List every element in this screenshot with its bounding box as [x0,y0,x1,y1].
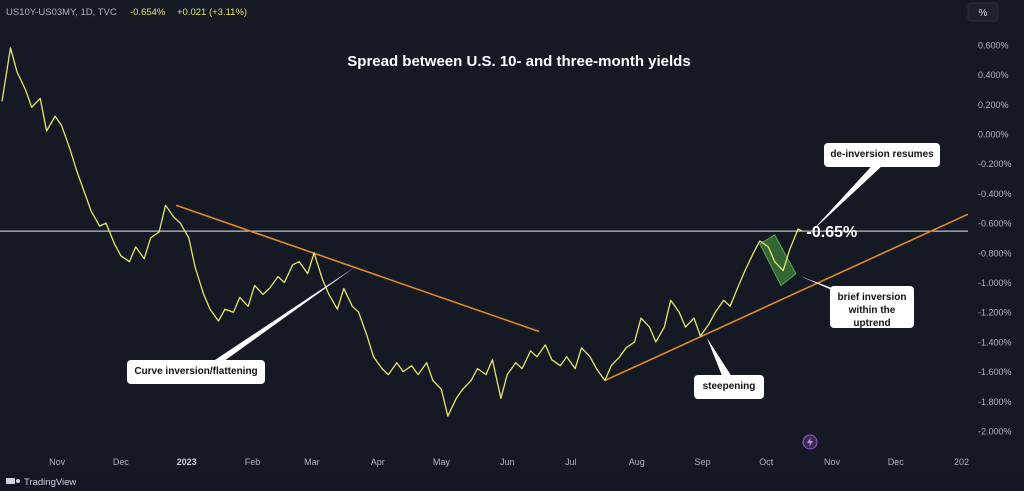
price-change: +0.021 (+3.11%) [177,7,247,18]
chart-title: Spread between U.S. 10- and three-month … [347,53,690,70]
unit-button[interactable] [967,2,999,22]
x-tick-label: 202 [954,457,969,467]
symbol-label: US10Y-US03MY, 1D, TVC [6,7,117,18]
y-tick-label: -1.000% [978,278,1012,288]
tradingview-logo-icon [6,478,20,484]
callout-curve-inversion-text: Curve inversion/flattening [134,366,257,377]
y-tick-label: -0.200% [978,159,1012,169]
x-tick-label: Apr [371,457,385,467]
callout-de-inversion-text: de-inversion resumes [830,149,934,160]
x-tick-label: Dec [113,457,130,467]
y-tick-label: 0.600% [978,40,1009,50]
callout-brief-inversion-text: within the [848,305,896,316]
series-line [1,47,803,417]
callout-brief-inversion-text: brief inversion [838,292,907,303]
x-tick-label: Mar [304,457,320,467]
y-tick-label: 0.000% [978,130,1009,140]
x-tick-label: Nov [824,457,841,467]
y-tick-label: -1.600% [978,367,1012,377]
callout-curve-inversion: Curve inversion/flattening [127,267,355,384]
x-tick-label: Dec [888,457,905,467]
x-tick-label: Oct [759,457,774,467]
y-tick-label: -1.200% [978,308,1012,318]
y-axis: 0.600% 0.400% 0.200% 0.000% -0.200% -0.400% -0… [978,40,1012,436]
y-tick-label: -1.400% [978,337,1012,347]
x-tick-label: Jul [565,457,577,467]
callout-brief-inversion-box [830,286,914,328]
footer-bar [0,472,1024,491]
level-label: -0.65% [807,224,858,241]
callout-brief-inversion-text: uptrend [853,318,890,329]
y-tick-label: -0.400% [978,189,1012,199]
callout-de-inversion: de-inversion resumes [811,143,940,232]
y-tick-label: -0.600% [978,219,1012,229]
y-tick-label: 0.400% [978,70,1009,80]
x-tick-label: Sep [695,457,711,467]
downtrend-line [175,204,540,333]
callout-steepening-text: steepening [703,381,756,392]
callout-steepening-box [694,375,764,399]
y-tick-label: -2.000% [978,427,1012,437]
brand-label: TradingView [24,477,76,488]
x-tick-label: Nov [49,457,66,467]
last-value: -0.654% [130,7,166,18]
callout-steepening: steepening [694,338,764,399]
callout-curve-inversion-box [127,360,265,384]
plot-area: -0.65% Curve inversion/flattening steepeni… [0,47,969,417]
x-tick-label: Jun [500,457,515,467]
y-tick-label: 0.200% [978,100,1009,110]
x-axis: Nov Dec 2023 Feb Mar Apr May Jun Jul Aug Sep Oct Nov… [49,457,969,467]
callout-brief-inversion: brief inversion within the uptrend [800,276,914,329]
x-tick-label: Aug [629,457,645,467]
y-tick-label: -1.800% [978,397,1012,407]
x-tick-label: 2023 [177,457,197,467]
x-tick-label: Feb [245,457,261,467]
lightning-icon[interactable] [802,434,818,450]
x-tick-label: May [433,457,451,467]
uptrend-line [604,213,969,382]
callout-de-inversion-box [824,143,940,167]
unit-button-label: % [979,8,988,19]
y-tick-label: -0.800% [978,248,1012,258]
